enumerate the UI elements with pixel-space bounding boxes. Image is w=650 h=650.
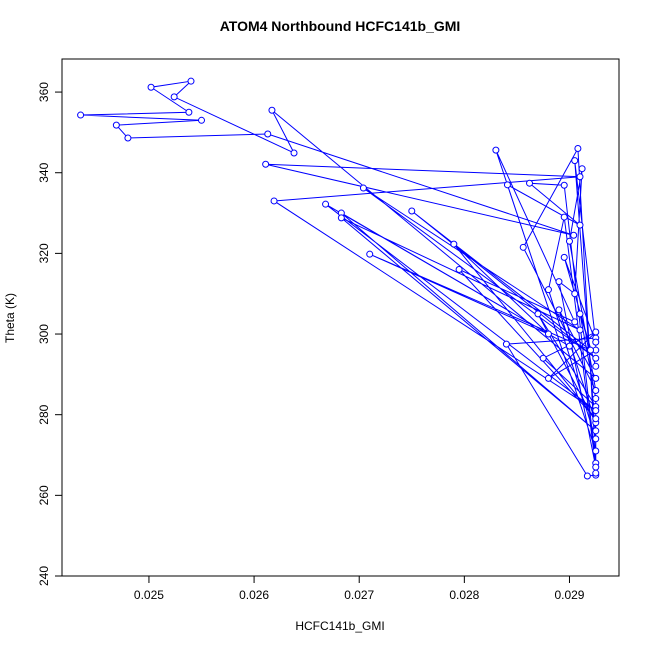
data-point	[112, 121, 120, 129]
data-point	[534, 310, 542, 318]
y-tick-label: 280	[37, 404, 51, 424]
data-point	[571, 290, 579, 298]
data-point	[264, 130, 272, 138]
data-point	[592, 362, 600, 370]
data-point	[574, 145, 582, 153]
data-point	[592, 328, 600, 336]
data-point	[170, 93, 178, 101]
data-point	[592, 374, 600, 382]
data-point	[455, 266, 463, 274]
data-point	[560, 213, 568, 221]
data-point	[450, 240, 458, 248]
data-point	[290, 149, 298, 157]
data-point	[539, 354, 547, 362]
x-tick-label: 0.025	[134, 588, 164, 602]
data-point	[592, 407, 600, 415]
chart-title: ATOM4 Northbound HCFC141b_GMI	[220, 18, 461, 34]
data-point	[187, 77, 195, 85]
y-axis-label: Theta (K)	[3, 293, 17, 343]
plot-frame	[61, 58, 620, 577]
data-point	[359, 184, 367, 192]
data-line	[80, 80, 597, 477]
x-tick-label: 0.028	[449, 588, 479, 602]
data-point	[592, 386, 600, 394]
data-point	[560, 181, 568, 189]
data-point	[576, 310, 584, 318]
data-point	[185, 108, 193, 116]
data-point	[576, 173, 584, 181]
data-point	[592, 469, 600, 477]
y-tick-label: 320	[37, 243, 51, 263]
data-point	[576, 326, 584, 334]
data-point	[502, 340, 510, 348]
data-point	[262, 160, 270, 168]
data-point	[337, 214, 345, 222]
y-tick-label: 240	[37, 566, 51, 586]
data-point	[592, 435, 600, 443]
data-point	[492, 146, 500, 154]
data-point	[77, 111, 85, 119]
data-point	[587, 346, 595, 354]
data-point	[519, 243, 527, 251]
data-point	[268, 106, 276, 114]
x-tick-label: 0.026	[239, 588, 269, 602]
y-tick-label: 340	[37, 162, 51, 182]
data-point	[576, 221, 584, 229]
data-point	[408, 207, 416, 215]
data-point	[147, 83, 155, 91]
data-point	[592, 354, 600, 362]
data-point	[555, 306, 563, 314]
x-tick-label: 0.029	[554, 588, 584, 602]
data-point	[198, 116, 206, 124]
data-point	[592, 395, 600, 403]
x-axis-label: HCFC141b_GMI	[295, 619, 384, 633]
data-point	[592, 415, 600, 423]
data-point	[322, 200, 330, 208]
x-tick-label: 0.027	[344, 588, 374, 602]
data-point	[560, 253, 568, 261]
data-point	[570, 231, 578, 239]
data-point	[592, 463, 600, 471]
data-point	[526, 179, 534, 187]
data-point	[592, 338, 600, 346]
data-point	[555, 278, 563, 286]
data-point	[565, 342, 573, 350]
data-point	[578, 165, 586, 173]
data-point	[565, 237, 573, 245]
y-tick-label: 360	[37, 82, 51, 102]
data-point	[571, 318, 579, 326]
data-point	[366, 250, 374, 258]
data-point	[544, 374, 552, 382]
data-point	[503, 181, 511, 189]
data-point	[544, 286, 552, 294]
data-point	[544, 330, 552, 338]
data-point	[124, 134, 132, 142]
data-point	[592, 427, 600, 435]
y-tick-label: 300	[37, 324, 51, 344]
data-point	[571, 157, 579, 165]
y-tick-label: 260	[37, 485, 51, 505]
data-point	[592, 447, 600, 455]
data-point	[270, 197, 278, 205]
data-point	[583, 472, 591, 480]
